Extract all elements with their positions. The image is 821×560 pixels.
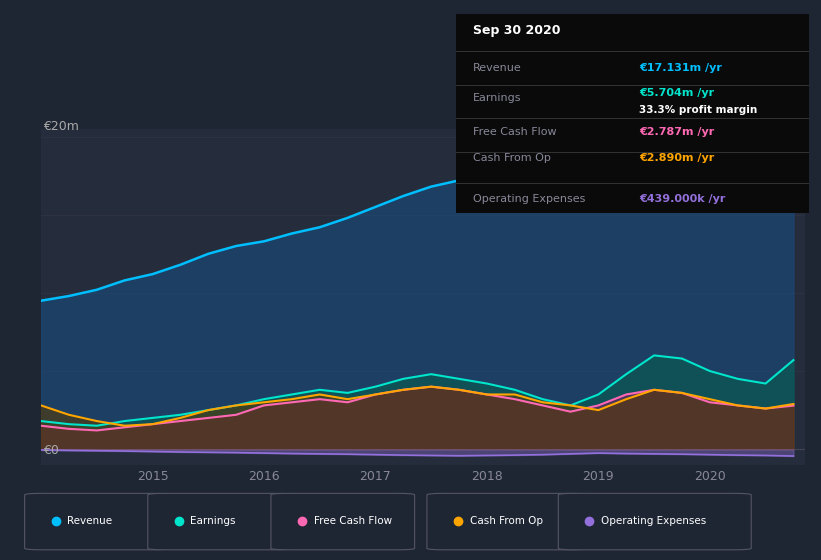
Text: €2.890m /yr: €2.890m /yr	[640, 153, 714, 164]
FancyBboxPatch shape	[558, 493, 751, 550]
FancyBboxPatch shape	[25, 493, 168, 550]
Text: €17.131m /yr: €17.131m /yr	[640, 63, 722, 73]
Text: 33.3% profit margin: 33.3% profit margin	[640, 105, 758, 115]
Text: Revenue: Revenue	[474, 63, 522, 73]
Text: Free Cash Flow: Free Cash Flow	[314, 516, 392, 526]
FancyBboxPatch shape	[427, 493, 587, 550]
Text: Revenue: Revenue	[67, 516, 112, 526]
Text: Cash From Op: Cash From Op	[470, 516, 543, 526]
Text: €439.000k /yr: €439.000k /yr	[640, 194, 726, 204]
Text: Earnings: Earnings	[190, 516, 236, 526]
Text: Free Cash Flow: Free Cash Flow	[474, 127, 557, 137]
Text: €5.704m /yr: €5.704m /yr	[640, 88, 714, 98]
FancyBboxPatch shape	[148, 493, 291, 550]
FancyBboxPatch shape	[271, 493, 415, 550]
Text: Operating Expenses: Operating Expenses	[601, 516, 706, 526]
Text: Sep 30 2020: Sep 30 2020	[474, 24, 561, 38]
Text: Cash From Op: Cash From Op	[474, 153, 551, 164]
Text: Earnings: Earnings	[474, 93, 522, 103]
Text: €20m: €20m	[43, 119, 79, 133]
Text: Operating Expenses: Operating Expenses	[474, 194, 585, 204]
Text: €2.787m /yr: €2.787m /yr	[640, 127, 714, 137]
Text: €0: €0	[43, 444, 58, 458]
